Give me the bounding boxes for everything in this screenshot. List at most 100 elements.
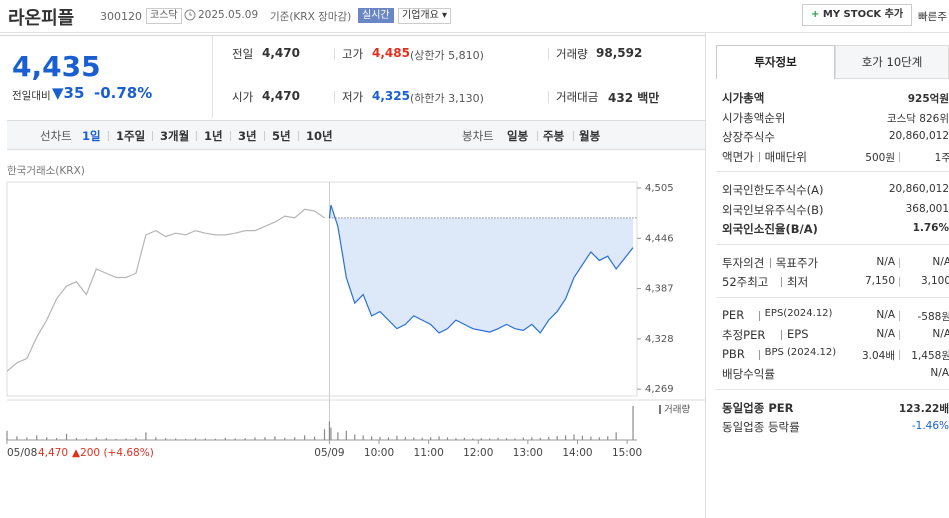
period-tab[interactable]: 1년 bbox=[204, 129, 223, 143]
info-value: 500원 bbox=[865, 151, 895, 164]
info-value: N/A bbox=[876, 328, 895, 340]
volume-bar bbox=[581, 435, 584, 440]
divider bbox=[298, 131, 299, 141]
tab-bar bbox=[7, 120, 705, 150]
volume-bar bbox=[438, 436, 440, 440]
divider bbox=[705, 33, 706, 518]
info-label: 외국인보유주식수(B) bbox=[722, 202, 824, 217]
volume-bar bbox=[244, 438, 246, 440]
volume-bar bbox=[489, 438, 491, 440]
volume-bar bbox=[539, 437, 541, 440]
volume-bar bbox=[548, 436, 550, 440]
candle-tab[interactable]: 주봉 bbox=[543, 129, 565, 143]
market-badge: 코스닥 bbox=[146, 8, 182, 24]
volume-bar bbox=[514, 438, 516, 440]
info-label: 52주최고 bbox=[722, 275, 769, 289]
volume-bar bbox=[632, 406, 634, 440]
date: 2025.05.09 bbox=[198, 9, 259, 21]
divider bbox=[108, 131, 109, 141]
info-label: 외국인소진율(B/A) bbox=[722, 222, 818, 236]
realtime-badge[interactable]: 실시간 bbox=[358, 8, 394, 23]
y-tick-label: 4,505 bbox=[645, 183, 674, 194]
volume-bar bbox=[328, 421, 331, 440]
mystock-button[interactable]: + MY STOCK 추가 bbox=[802, 4, 913, 26]
y-tick-label: 4,269 bbox=[645, 384, 674, 395]
period-tab[interactable]: 3년 bbox=[238, 129, 257, 143]
divider bbox=[899, 330, 900, 340]
info-label: 목표주가 bbox=[775, 255, 819, 270]
info-value: 코스닥 826위 bbox=[886, 112, 949, 125]
volume-bar bbox=[379, 436, 381, 440]
area-fill bbox=[329, 205, 634, 333]
divider bbox=[334, 48, 335, 60]
side-tab[interactable]: 호가 10단계 bbox=[835, 45, 949, 79]
candle-tab[interactable]: 일봉 bbox=[507, 129, 529, 143]
volume-bar bbox=[522, 437, 525, 440]
divider bbox=[716, 296, 949, 298]
divider bbox=[781, 277, 782, 287]
volume-bar bbox=[224, 437, 226, 440]
volume-bar bbox=[214, 438, 216, 440]
info-label: 동일업종 PER bbox=[722, 400, 794, 415]
divider bbox=[758, 310, 760, 321]
info-value: 1.76% bbox=[912, 222, 949, 234]
volume-bar bbox=[204, 438, 207, 440]
change: ▼35 bbox=[52, 84, 85, 102]
info-value: 20,860,012 bbox=[888, 183, 949, 195]
volume-bar bbox=[26, 437, 28, 440]
info-value: 123.22배 bbox=[898, 402, 949, 415]
info-label: 시가총액순위 bbox=[722, 110, 786, 125]
volume-bar bbox=[615, 432, 617, 440]
x-tick-label: 13:00 bbox=[513, 447, 543, 459]
stat-label: 전일 bbox=[232, 47, 254, 61]
info-label: 추정PER bbox=[722, 328, 766, 342]
candle-tab[interactable]: 월봉 bbox=[579, 129, 601, 143]
change-pct: -0.78% bbox=[94, 84, 153, 102]
volume-bar bbox=[165, 438, 167, 440]
volume-bar bbox=[531, 437, 533, 440]
period-tab[interactable]: 3개월 bbox=[160, 129, 190, 143]
volume-bar bbox=[135, 437, 137, 440]
stat-value: 4,325 bbox=[372, 89, 410, 103]
mystock-text: MY STOCK 추가 bbox=[822, 9, 904, 20]
chart-source: 한국거래소(KRX) bbox=[7, 165, 85, 177]
quick-link[interactable]: 빠른주 bbox=[918, 11, 947, 23]
divider bbox=[899, 277, 900, 287]
volume-bar bbox=[46, 437, 48, 440]
volume-bar bbox=[573, 434, 575, 440]
side-tab-active[interactable]: 투자정보 bbox=[716, 45, 835, 79]
info-value: -588원 bbox=[917, 310, 949, 323]
volume-bar bbox=[254, 437, 256, 440]
info-value: 1,458원 bbox=[911, 349, 949, 362]
volume-bar bbox=[396, 435, 398, 440]
overview-dropdown[interactable]: 기업개요 ▾ bbox=[398, 8, 452, 24]
stat-value: 98,592 bbox=[596, 46, 643, 60]
info-value: N/A bbox=[932, 328, 949, 340]
volume-bar bbox=[354, 434, 356, 440]
period-tab[interactable]: 5년 bbox=[272, 129, 291, 143]
info-label: 매매단위 bbox=[764, 149, 807, 164]
overview-text: 기업개요 bbox=[402, 10, 439, 21]
volume-legend-mark bbox=[659, 405, 661, 414]
change-label: 전일대비 bbox=[12, 90, 51, 102]
clock-icon bbox=[184, 9, 196, 21]
stat-label: 고가 bbox=[342, 47, 364, 61]
volume-bar bbox=[125, 438, 127, 440]
price-line bbox=[328, 204, 634, 334]
volume-bar bbox=[6, 430, 8, 440]
divider bbox=[0, 32, 949, 33]
period-tab[interactable]: 10년 bbox=[306, 129, 333, 143]
info-label: 배당수익률 bbox=[722, 367, 775, 381]
info-value: N/A bbox=[930, 367, 949, 379]
divider bbox=[899, 310, 900, 321]
volume-bar bbox=[184, 438, 187, 440]
tab-label: 봉차트 bbox=[462, 129, 494, 143]
period-tab[interactable]: 1일 bbox=[82, 129, 101, 143]
volume-bar bbox=[95, 437, 97, 440]
stat-label: 거래대금 bbox=[556, 90, 599, 104]
plus-icon: + bbox=[811, 9, 820, 20]
volume-bar bbox=[330, 427, 332, 440]
period-tab[interactable]: 1주일 bbox=[116, 129, 146, 143]
volume-bar bbox=[446, 437, 449, 440]
